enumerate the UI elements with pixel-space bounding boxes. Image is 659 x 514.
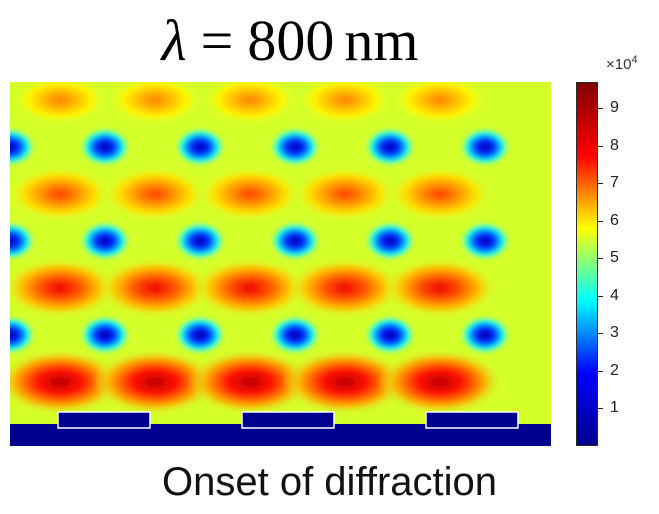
intensity-minimum <box>79 315 131 355</box>
colorbar-tick-label: 5 <box>610 249 619 267</box>
grating-ridge <box>241 411 335 429</box>
intensity-minimum <box>79 221 131 261</box>
colorbar-tick <box>598 408 603 410</box>
colorbar-tick-label: 9 <box>610 99 619 117</box>
intensity-minimum <box>10 127 36 167</box>
intensity-maximum <box>293 167 397 221</box>
intensity-minimum <box>174 221 226 261</box>
intensity-minimum <box>269 127 321 167</box>
intensity-maximum <box>97 258 213 318</box>
intensity-minimum <box>459 315 511 355</box>
chart-title: λ = 800 nm <box>0 0 580 80</box>
intensity-maximum <box>10 349 123 415</box>
intensity-maximum <box>187 349 313 415</box>
intensity-maximum <box>204 82 296 124</box>
colorbar-tick-label: 7 <box>610 174 619 192</box>
field-heatmap <box>10 82 551 446</box>
colorbar-tick <box>598 370 603 372</box>
heatmap-svg <box>10 82 551 446</box>
intensity-minimum <box>174 315 226 355</box>
intensity-minimum <box>269 315 321 355</box>
equals-sign: = <box>200 7 234 73</box>
intensity-maximum <box>198 167 302 221</box>
intensity-maximum <box>287 258 403 318</box>
substrate <box>10 424 551 446</box>
colorbar-tick <box>598 258 603 260</box>
colorbar-tick-label: 3 <box>610 324 619 342</box>
intensity-maximum <box>192 258 308 318</box>
grating-ridge <box>57 411 151 429</box>
intensity-minimum <box>364 127 416 167</box>
intensity-maximum <box>299 82 391 124</box>
intensity-maximum <box>282 349 408 415</box>
intensity-maximum <box>10 258 118 318</box>
intensity-maximum <box>394 82 486 124</box>
colorbar-tick <box>598 333 603 335</box>
intensity-maximum <box>382 258 498 318</box>
grating-ridge <box>425 411 519 429</box>
wavelength-value: 800 <box>247 7 335 73</box>
intensity-maximum <box>14 82 106 124</box>
intensity-minimum <box>174 127 226 167</box>
figure-caption: Onset of diffraction <box>162 460 497 504</box>
colorbar-tick <box>598 108 603 110</box>
intensity-minimum <box>10 221 36 261</box>
intensity-minimum <box>269 221 321 261</box>
colorbar-tick-label: 8 <box>610 136 619 154</box>
intensity-minimum <box>364 221 416 261</box>
colorbar-tick <box>598 145 603 147</box>
wavelength-symbol: λ <box>161 7 187 73</box>
colorbar-tick-label: 4 <box>610 286 619 304</box>
intensity-minimum <box>459 221 511 261</box>
intensity-maximum <box>10 167 112 221</box>
intensity-maximum <box>377 349 503 415</box>
wavelength-unit: nm <box>344 7 419 73</box>
colorbar-tick-label: 2 <box>610 361 619 379</box>
intensity-maximum <box>388 167 492 221</box>
intensity-maximum <box>103 167 207 221</box>
colorbar-exponent-power: 4 <box>631 54 638 66</box>
intensity-minimum <box>79 127 131 167</box>
intensity-minimum <box>10 315 36 355</box>
colorbar-tick <box>598 295 603 297</box>
intensity-maximum <box>92 349 218 415</box>
colorbar <box>576 82 598 446</box>
intensity-minimum <box>459 127 511 167</box>
colorbar-tick-label: 1 <box>610 399 619 417</box>
colorbar-tick-label: 6 <box>610 211 619 229</box>
colorbar-exponent: ×104 <box>606 54 638 73</box>
intensity-maximum <box>109 82 201 124</box>
colorbar-tick <box>598 220 603 222</box>
colorbar-tick <box>598 183 603 185</box>
colorbar-exponent-base: ×10 <box>606 56 632 73</box>
intensity-minimum <box>364 315 416 355</box>
